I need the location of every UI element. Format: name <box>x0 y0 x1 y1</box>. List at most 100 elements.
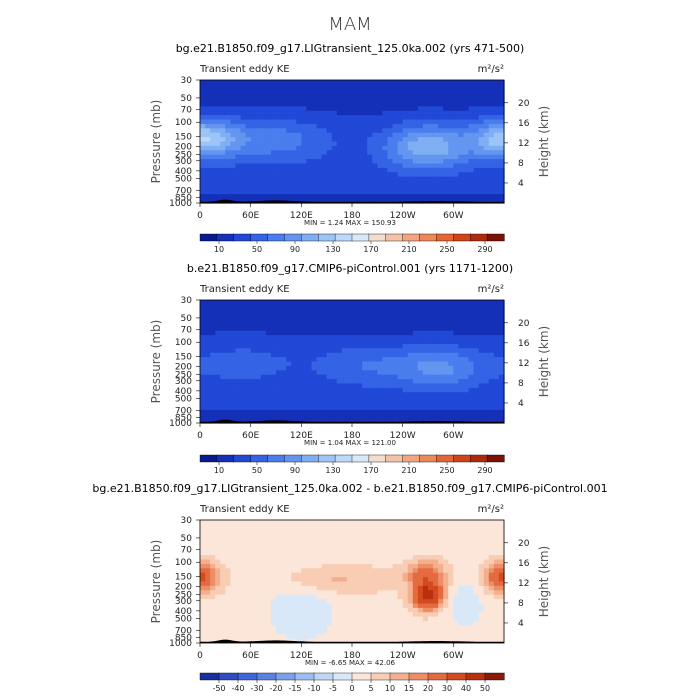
heatmap-cell <box>468 93 475 99</box>
heatmap-cell <box>397 137 404 143</box>
heatmap-cell <box>412 80 419 85</box>
heatmap-cell <box>306 163 313 169</box>
heatmap-cell <box>230 401 237 407</box>
heatmap-cell <box>478 176 485 182</box>
heatmap-cell <box>341 84 348 90</box>
heatmap-cell <box>387 106 394 112</box>
heatmap-cell <box>402 123 409 129</box>
heatmap-cell <box>377 599 383 605</box>
heatmap-cell <box>281 387 287 393</box>
heatmap-cell <box>346 172 353 178</box>
heatmap-cell <box>402 343 409 349</box>
heatmap-cell <box>402 625 409 631</box>
heatmap-cell <box>428 163 434 169</box>
heatmap-cell <box>291 84 297 90</box>
heatmap-cell <box>438 585 444 591</box>
heatmap-cell <box>321 634 328 640</box>
heatmap-cell <box>311 326 318 332</box>
heatmap-cell <box>265 599 272 605</box>
heatmap-cell <box>367 528 373 534</box>
heatmap-cell <box>336 97 343 103</box>
heatmap-cell <box>270 520 277 525</box>
heatmap-cell <box>200 594 206 600</box>
heatmap-cell <box>463 361 470 367</box>
heatmap-cell <box>478 159 485 165</box>
y-axis-label-right: Height (km) <box>537 106 551 177</box>
heatmap-cell <box>352 167 358 173</box>
heatmap-cell <box>276 150 282 156</box>
heatmap-cell <box>407 603 414 609</box>
heatmap-cell <box>245 616 252 622</box>
heatmap-cell <box>301 392 307 398</box>
heatmap-cell <box>433 572 439 578</box>
heatmap-cell <box>260 185 267 191</box>
heatmap-cell <box>281 115 287 121</box>
heatmap-cell <box>402 119 409 125</box>
heatmap-cell <box>372 568 378 574</box>
heatmap-cell <box>438 167 444 173</box>
heatmap-cell <box>438 326 444 332</box>
heatmap-cell <box>352 352 358 358</box>
heatmap-cell <box>291 572 297 578</box>
heatmap-cell <box>387 119 394 125</box>
heatmap-cell <box>463 405 470 411</box>
heatmap-cell <box>341 189 348 195</box>
heatmap-cell <box>276 621 282 627</box>
heatmap-cell <box>336 88 343 94</box>
heatmap-cell <box>352 629 358 635</box>
heatmap-cell <box>382 326 389 332</box>
heatmap-cell <box>407 154 414 160</box>
heatmap-cell <box>311 607 318 613</box>
heatmap-cell <box>245 405 252 411</box>
heatmap-cell <box>402 546 409 552</box>
heatmap-cell <box>210 625 216 631</box>
heatmap-cell <box>210 80 216 85</box>
heatmap-cell <box>392 97 399 103</box>
heatmap-cell <box>402 181 409 187</box>
heatmap-cell <box>488 176 495 182</box>
heatmap-cell <box>412 401 419 407</box>
heatmap-cell <box>235 198 242 204</box>
heatmap-cell <box>311 357 318 363</box>
heatmap-cell <box>215 101 221 107</box>
heatmap-cell <box>210 167 216 173</box>
heatmap-cell <box>498 150 505 156</box>
heatmap-cell <box>235 150 242 156</box>
heatmap-cell <box>372 172 378 178</box>
heatmap-cell <box>225 119 231 125</box>
heatmap-cell <box>230 339 237 345</box>
heatmap-cell <box>326 194 333 200</box>
colorbar-tick-label: 10 <box>214 466 224 475</box>
heatmap-cell <box>296 132 302 138</box>
heatmap-cell <box>362 110 368 116</box>
heatmap-cell <box>245 524 252 530</box>
heatmap-cell <box>225 634 231 640</box>
heatmap-cell <box>281 629 287 635</box>
heatmap-cell <box>448 379 454 385</box>
heatmap-cell <box>367 405 373 411</box>
heatmap-cell <box>336 616 343 622</box>
heatmap-cell <box>483 379 490 385</box>
heatmap-cell <box>245 370 252 376</box>
heatmap-cell <box>230 563 237 569</box>
heatmap-cell <box>448 594 454 600</box>
heatmap-cell <box>352 339 358 345</box>
heatmap-cell <box>397 159 404 165</box>
heatmap-cell <box>402 638 409 644</box>
heatmap-cell <box>463 172 470 178</box>
heatmap-cell <box>422 590 429 596</box>
heatmap-cell <box>407 383 414 389</box>
heatmap-cell <box>458 317 465 323</box>
heatmap-cell <box>498 414 505 420</box>
heatmap-cell <box>422 361 429 367</box>
heatmap-cell <box>205 563 211 569</box>
heatmap-cell <box>210 537 216 543</box>
heatmap-cell <box>291 163 297 169</box>
heatmap-cell <box>240 541 247 547</box>
heatmap-cell <box>372 159 378 165</box>
heatmap-cell <box>210 150 216 156</box>
heatmap-cell <box>220 361 226 367</box>
heatmap-cell <box>422 577 429 583</box>
heatmap-cell <box>392 524 399 530</box>
